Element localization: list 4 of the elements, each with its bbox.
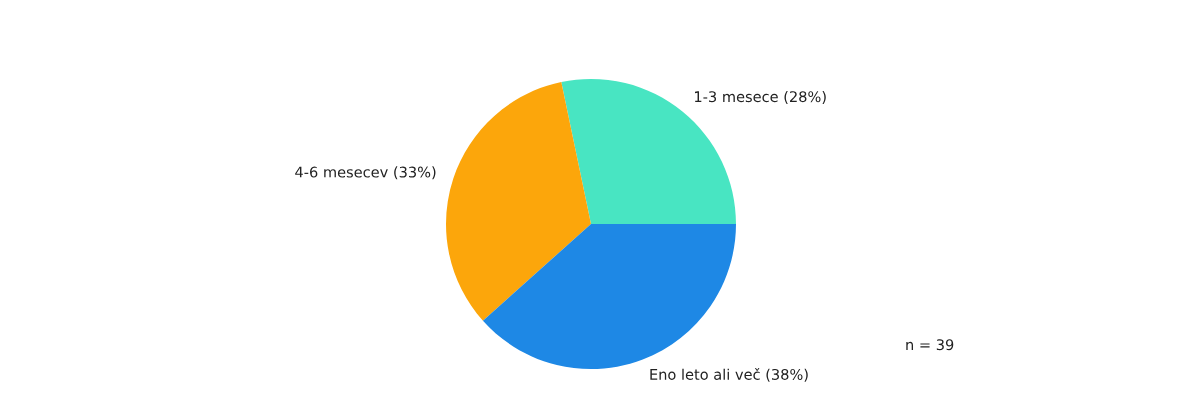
- text: n = 39: [906, 339, 954, 351]
- slice-label: 1-3 mesece (28%): [695, 90, 826, 104]
- slice-label: Eno leto ali več (38%): [650, 368, 808, 382]
- slice-label: 4-6 mesecev (33%): [295, 166, 436, 180]
